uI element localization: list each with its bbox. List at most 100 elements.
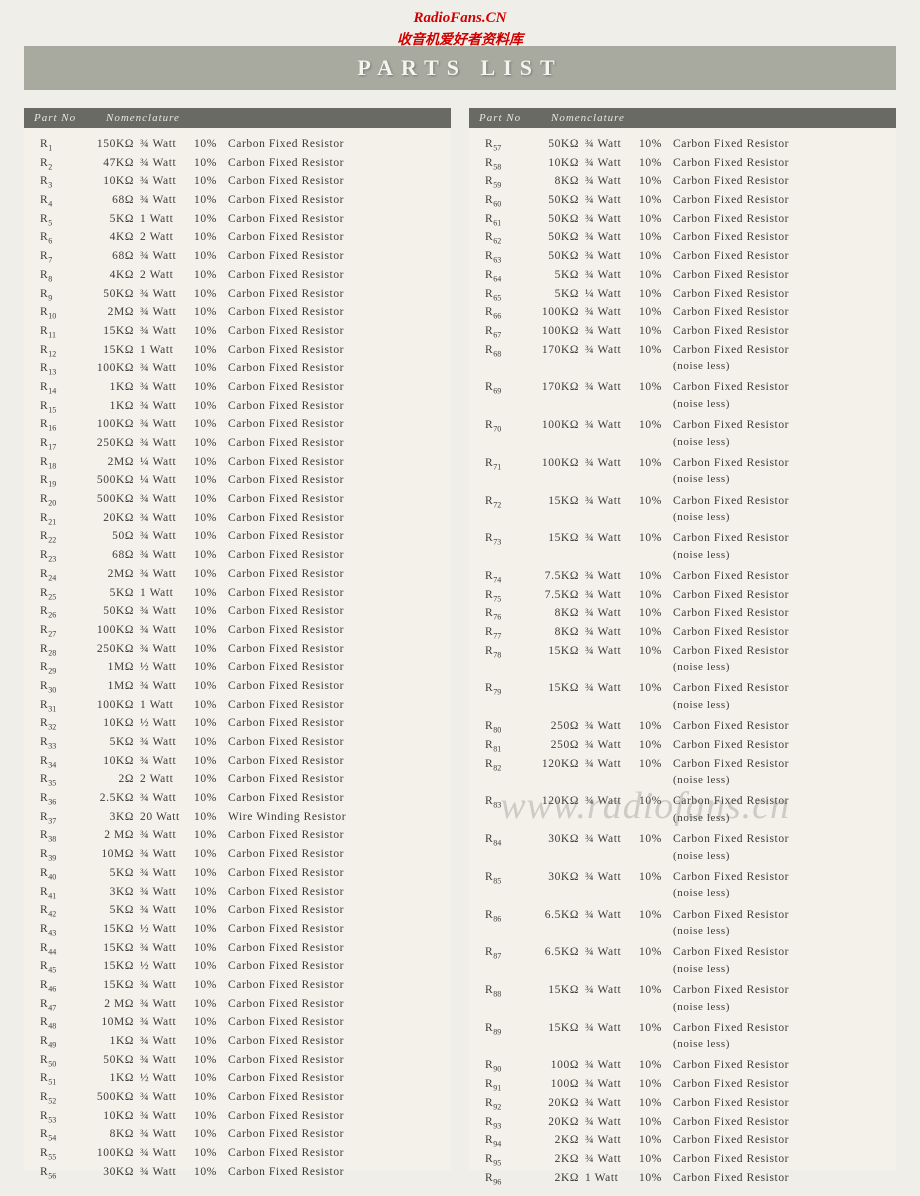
description: Carbon Fixed Resistor <box>228 865 439 884</box>
table-row: R5310KΩ¾ Watt10%Carbon Fixed Resistor <box>40 1108 439 1127</box>
description: Carbon Fixed Resistor <box>228 435 439 454</box>
value: 8KΩ <box>82 1126 140 1145</box>
table-row: R55KΩ1 Watt10%Carbon Fixed Resistor <box>40 211 439 230</box>
table-row: R151KΩ¾ Watt10%Carbon Fixed Resistor <box>40 398 439 417</box>
description: Carbon Fixed Resistor <box>673 173 884 192</box>
value: 15KΩ <box>527 1020 585 1039</box>
tolerance: 10% <box>194 566 228 585</box>
wattage: 1 Watt <box>140 342 194 361</box>
description: Carbon Fixed Resistor <box>673 982 884 1001</box>
wattage: ¾ Watt <box>140 286 194 305</box>
noise-less-note: (noise less) <box>485 471 884 488</box>
table-row: R4415KΩ¾ Watt10%Carbon Fixed Resistor <box>40 940 439 959</box>
value: 250KΩ <box>82 641 140 660</box>
part-number: R40 <box>40 865 82 884</box>
wattage: ¾ Watt <box>585 267 639 286</box>
table-row: R27100KΩ¾ Watt10%Carbon Fixed Resistor <box>40 622 439 641</box>
table-row: R310KΩ¾ Watt10%Carbon Fixed Resistor <box>40 173 439 192</box>
wattage: ¾ Watt <box>140 1089 194 1108</box>
part-number: R70 <box>485 417 527 436</box>
tolerance: 10% <box>194 1108 228 1127</box>
tolerance: 10% <box>194 248 228 267</box>
value: 68Ω <box>82 192 140 211</box>
part-number: R14 <box>40 379 82 398</box>
wattage: ¼ Watt <box>585 286 639 305</box>
tolerance: 10% <box>194 192 228 211</box>
description: Carbon Fixed Resistor <box>673 587 884 606</box>
watermark-site: RadioFans.CN <box>0 10 920 27</box>
table-row: R942KΩ¾ Watt10%Carbon Fixed Resistor <box>485 1132 884 1151</box>
value: 50KΩ <box>527 211 585 230</box>
value: 120KΩ <box>527 793 585 812</box>
noise-less-note: (noise less) <box>485 396 884 413</box>
tolerance: 10% <box>639 1020 673 1039</box>
value: 100Ω <box>527 1057 585 1076</box>
wattage: ¾ Watt <box>140 248 194 267</box>
part-number: R31 <box>40 697 82 716</box>
description: Carbon Fixed Resistor <box>228 342 439 361</box>
wattage: ¾ Watt <box>140 1145 194 1164</box>
tolerance: 10% <box>639 1114 673 1133</box>
tolerance: 10% <box>194 996 228 1015</box>
table-row: R13100KΩ¾ Watt10%Carbon Fixed Resistor <box>40 360 439 379</box>
tolerance: 10% <box>194 435 228 454</box>
part-number: R80 <box>485 718 527 737</box>
table-row: R84KΩ2 Watt10%Carbon Fixed Resistor <box>40 267 439 286</box>
noise-less-note: (noise less) <box>485 885 884 902</box>
wattage: ¾ Watt <box>140 136 194 155</box>
wattage: ¾ Watt <box>585 568 639 587</box>
table-row: R291MΩ½ Watt10%Carbon Fixed Resistor <box>40 659 439 678</box>
wattage: ¾ Watt <box>585 379 639 398</box>
table-row: R6150KΩ¾ Watt10%Carbon Fixed Resistor <box>485 211 884 230</box>
header-nomenclature: Nomenclature <box>551 112 625 124</box>
tolerance: 10% <box>639 155 673 174</box>
part-number: R9 <box>40 286 82 305</box>
table-row: R511KΩ½ Watt10%Carbon Fixed Resistor <box>40 1070 439 1089</box>
part-number: R30 <box>40 678 82 697</box>
table-row: R3410KΩ¾ Watt10%Carbon Fixed Resistor <box>40 753 439 772</box>
part-number: R91 <box>485 1076 527 1095</box>
table-row: R2368Ω¾ Watt10%Carbon Fixed Resistor <box>40 547 439 566</box>
tolerance: 10% <box>639 605 673 624</box>
part-number: R23 <box>40 547 82 566</box>
table-row: R950KΩ¾ Watt10%Carbon Fixed Resistor <box>40 286 439 305</box>
wattage: ½ Watt <box>140 921 194 940</box>
description: Carbon Fixed Resistor <box>228 940 439 959</box>
wattage: ¾ Watt <box>585 718 639 737</box>
tolerance: 10% <box>194 940 228 959</box>
table-row: R5810KΩ¾ Watt10%Carbon Fixed Resistor <box>485 155 884 174</box>
table-row: R768Ω¾ Watt10%Carbon Fixed Resistor <box>40 248 439 267</box>
part-number: R59 <box>485 173 527 192</box>
wattage: ¾ Watt <box>585 587 639 606</box>
table-row: R778KΩ¾ Watt10%Carbon Fixed Resistor <box>485 624 884 643</box>
wattage: ¾ Watt <box>585 173 639 192</box>
part-number: R87 <box>485 944 527 963</box>
tolerance: 10% <box>194 603 228 622</box>
wattage: 2 Watt <box>140 229 194 248</box>
description: Carbon Fixed Resistor <box>228 379 439 398</box>
value: 68Ω <box>82 547 140 566</box>
wattage: ¾ Watt <box>140 528 194 547</box>
wattage: ¾ Watt <box>585 737 639 756</box>
wattage: ¾ Watt <box>140 753 194 772</box>
wattage: ¾ Watt <box>140 435 194 454</box>
wattage: 1 Watt <box>585 1170 639 1189</box>
table-row: R247KΩ¾ Watt10%Carbon Fixed Resistor <box>40 155 439 174</box>
table-row: R4515KΩ½ Watt10%Carbon Fixed Resistor <box>40 958 439 977</box>
tolerance: 10% <box>639 379 673 398</box>
wattage: ¾ Watt <box>140 1164 194 1183</box>
tolerance: 10% <box>194 1089 228 1108</box>
description: Carbon Fixed Resistor <box>228 902 439 921</box>
value: 1KΩ <box>82 379 140 398</box>
value: 2MΩ <box>82 304 140 323</box>
value: 15KΩ <box>527 643 585 662</box>
wattage: ¾ Watt <box>585 982 639 1001</box>
description: Carbon Fixed Resistor <box>228 958 439 977</box>
part-number: R81 <box>485 737 527 756</box>
tolerance: 10% <box>194 790 228 809</box>
tolerance: 10% <box>194 865 228 884</box>
description: Carbon Fixed Resistor <box>228 884 439 903</box>
table-row: R2120KΩ¾ Watt10%Carbon Fixed Resistor <box>40 510 439 529</box>
part-number: R90 <box>485 1057 527 1076</box>
value: 10KΩ <box>82 753 140 772</box>
